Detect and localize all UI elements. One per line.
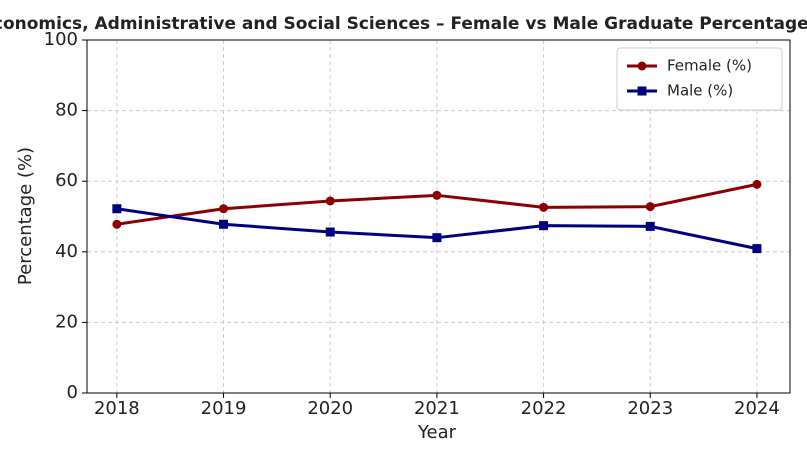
x-tick-label: 2018 [94,398,140,419]
x-tick-label: 2022 [521,398,567,419]
marker [645,221,655,231]
y-tick-label: 0 [67,382,78,403]
x-tick-label: 2019 [201,398,247,419]
x-axis-label: Year [417,422,457,443]
marker [539,221,549,231]
marker [112,219,122,229]
marker [112,204,122,214]
marker [637,86,647,96]
plot-frame [86,39,791,394]
marker [219,204,229,214]
y-tick-label: 100 [44,29,78,50]
x-tick-label: 2024 [734,398,780,419]
x-tick-label: 2020 [307,398,353,419]
legend-label: Male (%) [667,82,733,100]
legend-box [616,47,783,111]
y-tick-label: 40 [55,241,78,262]
marker [432,190,442,200]
y-tick-label: 60 [55,170,78,191]
x-tick-label: 2021 [414,398,460,419]
marker [325,227,335,237]
legend-label: Female (%) [667,57,752,75]
marker [637,61,647,71]
marker [539,202,549,212]
marker [645,202,655,212]
legend: Female (%) Male (%) [616,47,783,111]
marker [752,244,762,254]
marker [325,196,335,206]
x-tick-label: 2023 [627,398,673,419]
y-axis-label: Percentage (%) [15,147,36,285]
marker [432,233,442,243]
marker [219,219,229,229]
y-tick-label: 20 [55,311,78,332]
series-line [116,207,758,251]
marker [752,179,762,189]
chart-title: Economics, Administrative and Social Sci… [0,14,807,34]
y-tick-label: 80 [55,100,78,121]
